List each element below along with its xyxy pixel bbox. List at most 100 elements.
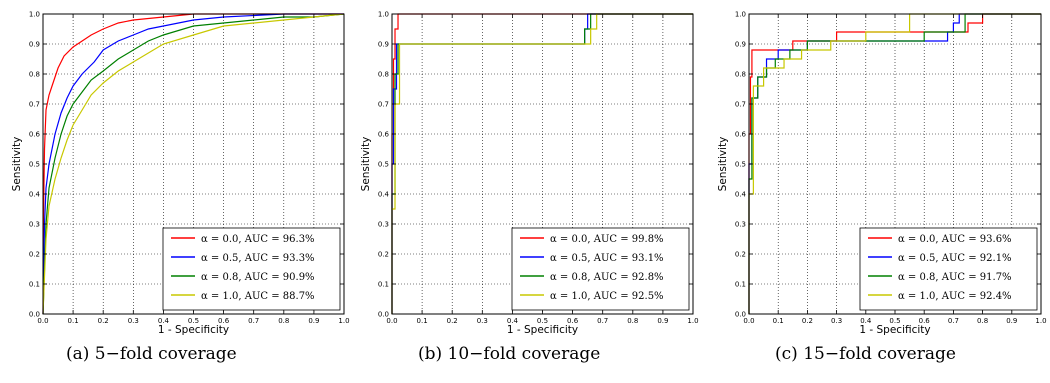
y-tick-label: 0.8 bbox=[378, 71, 389, 79]
caption-15-fold: (c) 15−fold coverage bbox=[775, 344, 956, 364]
y-tick-label: 0.4 bbox=[29, 191, 41, 199]
legend-label: α = 0.5, AUC = 93.1% bbox=[550, 253, 664, 264]
legend-label: α = 0.8, AUC = 90.9% bbox=[201, 272, 315, 283]
legend: α = 0.0, AUC = 99.8% α = 0.5, AUC = 93.1%… bbox=[511, 227, 690, 311]
y-tick-label: 0.7 bbox=[29, 101, 40, 109]
y-tick-label: 0.7 bbox=[378, 101, 389, 109]
x-tick-label: 1.0 bbox=[338, 317, 349, 325]
legend-label: α = 0.5, AUC = 92.1% bbox=[898, 253, 1012, 264]
x-tick-label: 0.2 bbox=[447, 317, 458, 325]
legend-label: α = 0.0, AUC = 99.8% bbox=[550, 234, 664, 245]
roc-curve-series-0 bbox=[748, 13, 1041, 314]
x-tick-label: 0.4 bbox=[507, 317, 519, 325]
y-tick-label: 0.6 bbox=[735, 131, 747, 139]
y-tick-label: 1.0 bbox=[378, 11, 389, 19]
y-tick-label: 0.7 bbox=[735, 101, 746, 109]
x-tick-label: 0.0 bbox=[37, 317, 48, 325]
x-tick-label: 0.7 bbox=[948, 317, 959, 325]
x-tick-label: 0.6 bbox=[567, 317, 579, 325]
roc-curve-series-2 bbox=[42, 13, 345, 315]
y-tick-label: 0.1 bbox=[735, 281, 746, 289]
y-tick-label: 1.0 bbox=[735, 11, 746, 19]
legend-box bbox=[511, 227, 690, 311]
y-tick-label: 0.2 bbox=[29, 251, 40, 259]
x-tick-label: 0.9 bbox=[1006, 317, 1017, 325]
x-tick-label: 0.8 bbox=[977, 317, 988, 325]
y-tick-label: 0.9 bbox=[378, 41, 389, 49]
roc-curve-series-3 bbox=[391, 13, 693, 314]
legend-label: α = 0.5, AUC = 93.3% bbox=[201, 253, 315, 264]
roc-curve-series-3 bbox=[42, 13, 345, 315]
legend-label: α = 0.0, AUC = 96.3% bbox=[201, 234, 315, 245]
x-tick-label: 0.9 bbox=[308, 317, 319, 325]
x-tick-label: 0.0 bbox=[743, 317, 754, 325]
legend-label: α = 0.8, AUC = 92.8% bbox=[550, 272, 664, 283]
y-tick-label: 0.2 bbox=[378, 251, 389, 259]
roc-chart-15-fold: 0.0 0.1 0.2 0.3 0.4 0.5 0.6 0.7 0.8 0.9 1.0 0.0 0.1 0… bbox=[717, 11, 1047, 337]
x-tick-label: 0.4 bbox=[860, 317, 872, 325]
y-tick-label: 0.6 bbox=[378, 131, 390, 139]
x-tick-label: 0.3 bbox=[128, 317, 139, 325]
legend-box bbox=[859, 227, 1038, 311]
legend-label: α = 1.0, AUC = 92.4% bbox=[898, 291, 1012, 302]
y-tick-label: 0.5 bbox=[378, 161, 389, 169]
roc-chart-10-fold: 0.0 0.1 0.2 0.3 0.4 0.5 0.6 0.7 0.8 0.9 1.0 0.0 0.1 0… bbox=[360, 11, 699, 337]
roc-curve-series-1 bbox=[42, 13, 344, 315]
x-tick-label: 0.2 bbox=[98, 317, 109, 325]
y-tick-label: 0.9 bbox=[29, 41, 40, 49]
y-tick-label: 0.3 bbox=[29, 221, 40, 229]
x-tick-label: 0.1 bbox=[68, 317, 79, 325]
y-tick-label: 0.5 bbox=[29, 161, 40, 169]
caption-5-fold: (a) 5−fold coverage bbox=[66, 344, 237, 364]
x-tick-label: 1.0 bbox=[1035, 317, 1046, 325]
x-tick-label: 0.1 bbox=[417, 317, 428, 325]
x-tick-label: 0.8 bbox=[627, 317, 638, 325]
x-tick-label: 0.9 bbox=[657, 317, 668, 325]
x-tick-label: 0.2 bbox=[802, 317, 813, 325]
y-axis-label: Sensitivity bbox=[360, 137, 372, 192]
y-tick-label: 0.4 bbox=[378, 191, 390, 199]
x-tick-label: 0.7 bbox=[597, 317, 608, 325]
y-tick-label: 1.0 bbox=[29, 11, 40, 19]
y-axis-label: Sensitivity bbox=[11, 137, 23, 192]
y-tick-label: 0.4 bbox=[735, 191, 747, 199]
x-tick-label: 0.3 bbox=[477, 317, 488, 325]
y-tick-label: 0.0 bbox=[378, 311, 389, 319]
legend: α = 0.0, AUC = 93.6% α = 0.5, AUC = 92.1%… bbox=[859, 227, 1038, 311]
x-tick-label: 0.7 bbox=[248, 317, 259, 325]
y-tick-label: 0.9 bbox=[735, 41, 746, 49]
x-tick-label: 0.8 bbox=[278, 317, 289, 325]
y-tick-label: 0.1 bbox=[29, 281, 40, 289]
x-tick-label: 0.6 bbox=[919, 317, 931, 325]
y-tick-label: 0.3 bbox=[735, 221, 746, 229]
x-axis-label: 1 - Specificity bbox=[507, 324, 578, 336]
y-tick-label: 0.8 bbox=[735, 71, 746, 79]
legend-label: α = 1.0, AUC = 92.5% bbox=[550, 291, 664, 302]
x-tick-label: 0.5 bbox=[537, 317, 548, 325]
x-tick-label: 0.0 bbox=[386, 317, 397, 325]
y-tick-label: 0.5 bbox=[735, 161, 746, 169]
x-tick-label: 0.4 bbox=[158, 317, 170, 325]
roc-curve-series-3 bbox=[748, 13, 1041, 314]
legend-label: α = 0.8, AUC = 91.7% bbox=[898, 272, 1012, 283]
legend-label: α = 1.0, AUC = 88.7% bbox=[201, 291, 315, 302]
x-tick-label: 0.5 bbox=[188, 317, 199, 325]
y-tick-label: 0.6 bbox=[29, 131, 41, 139]
roc-chart-5-fold: 0.0 0.1 0.2 0.3 0.4 0.5 0.6 0.7 0.8 0.9 1.0 0.0 0.1 0… bbox=[11, 11, 350, 337]
legend-box bbox=[162, 227, 341, 311]
legend: α = 0.0, AUC = 96.3% α = 0.5, AUC = 93.3%… bbox=[162, 227, 341, 311]
y-tick-label: 0.0 bbox=[29, 311, 40, 319]
x-tick-label: 0.1 bbox=[773, 317, 784, 325]
y-tick-label: 0.0 bbox=[735, 311, 746, 319]
y-tick-label: 0.1 bbox=[378, 281, 389, 289]
x-axis-label: 1 - Specificity bbox=[859, 324, 930, 336]
y-tick-label: 0.2 bbox=[735, 251, 746, 259]
y-tick-label: 0.8 bbox=[29, 71, 40, 79]
x-tick-label: 0.6 bbox=[218, 317, 230, 325]
y-tick-label: 0.3 bbox=[378, 221, 389, 229]
legend-label: α = 0.0, AUC = 93.6% bbox=[898, 234, 1012, 245]
roc-curve-series-2 bbox=[748, 13, 1041, 314]
x-tick-label: 0.5 bbox=[889, 317, 900, 325]
y-axis-label: Sensitivity bbox=[717, 137, 729, 192]
